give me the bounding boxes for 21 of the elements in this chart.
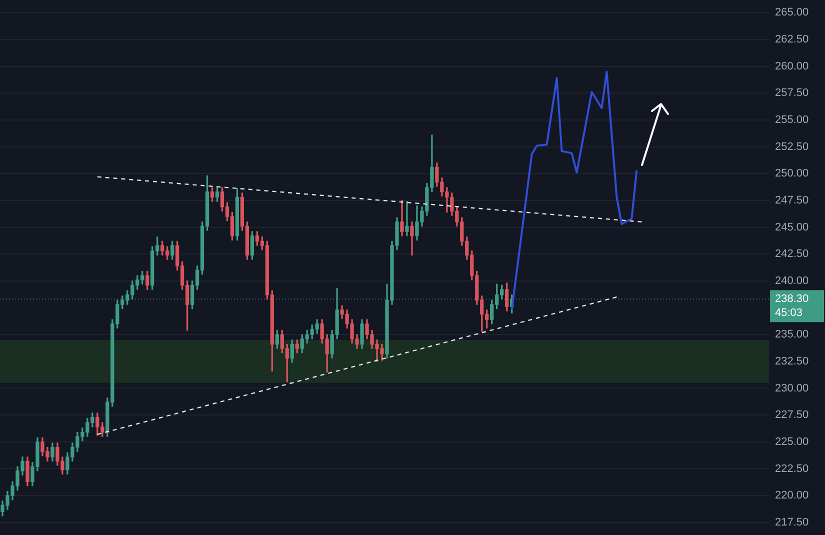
y-tick-label: 227.50 <box>775 409 809 422</box>
y-tick-label: 260.00 <box>775 60 809 72</box>
y-tick-label: 257.50 <box>775 87 809 100</box>
y-tick-label: 247.50 <box>775 194 809 206</box>
y-tick-label: 255.00 <box>775 114 809 126</box>
y-tick-label: 250.00 <box>775 168 809 180</box>
y-tick-label: 240.00 <box>775 274 809 287</box>
y-tick-label: 217.50 <box>775 516 809 528</box>
text: 45:03 <box>775 307 803 320</box>
ref-line-label: 238.30 <box>775 293 809 306</box>
y-tick-label: 245.00 <box>775 221 809 234</box>
y-tick-label: 225.00 <box>775 436 809 448</box>
y-tick-label: 242.50 <box>775 248 809 260</box>
y-tick-label: 232.50 <box>775 355 809 368</box>
y-tick-label: 262.50 <box>775 33 809 46</box>
y-tick-label: 235.00 <box>775 328 809 341</box>
y-tick-label: 252.50 <box>775 140 809 153</box>
y-tick-label: 230.00 <box>775 382 809 394</box>
y-tick-label: 220.00 <box>775 490 809 502</box>
y-tick-label: 222.50 <box>775 462 809 475</box>
y-tick-label: 265.00 <box>775 6 809 19</box>
